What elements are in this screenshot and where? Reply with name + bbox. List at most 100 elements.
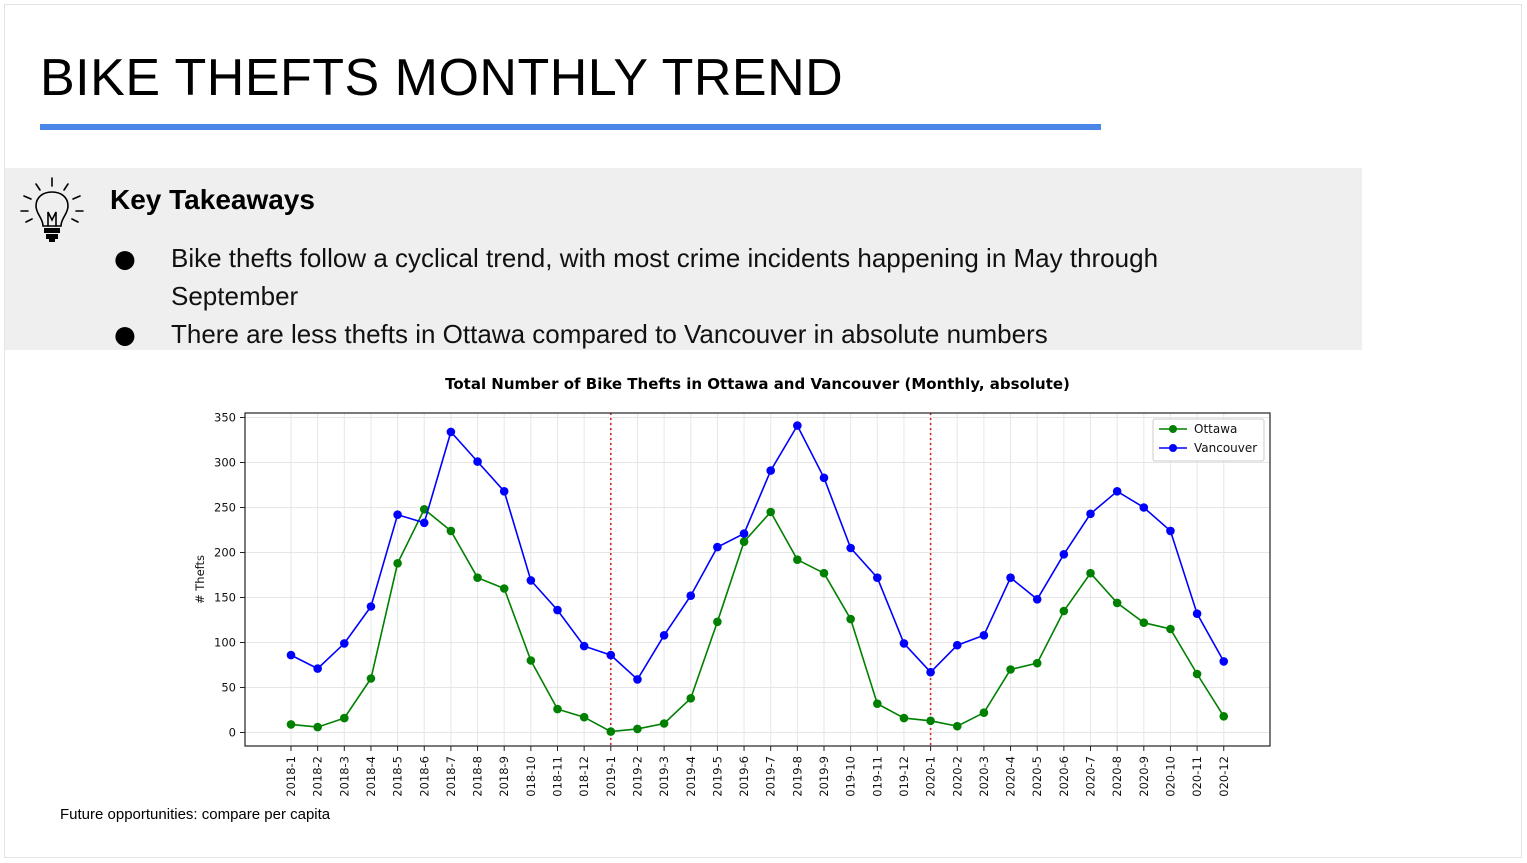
data-point-vancouver <box>1192 609 1202 618</box>
data-point-ottawa <box>633 724 642 734</box>
y-tick-label: 50 <box>221 681 236 695</box>
x-tick-label: 020-12 <box>1217 756 1231 797</box>
data-point-vancouver <box>686 591 696 600</box>
x-tick-label: 018-10 <box>524 756 538 797</box>
data-point-vancouver <box>553 605 562 615</box>
data-point-vancouver <box>1086 509 1095 519</box>
data-point-vancouver <box>1032 595 1042 604</box>
x-tick-label: 2019-1 <box>604 756 618 797</box>
data-point-vancouver <box>819 473 829 483</box>
x-tick-label: 2018-5 <box>391 756 405 797</box>
x-tick-label: 2020-7 <box>1084 756 1098 797</box>
data-point-ottawa <box>313 722 322 732</box>
x-tick-label: 019-12 <box>897 756 911 797</box>
data-point-ottawa <box>579 712 589 722</box>
data-point-ottawa <box>340 713 349 723</box>
data-point-vancouver <box>526 576 536 585</box>
data-point-vancouver <box>952 640 962 650</box>
x-tick-label: 2020-6 <box>1057 756 1071 797</box>
data-point-vancouver <box>366 602 376 611</box>
x-tick-label: 2019-6 <box>737 756 751 797</box>
x-tick-label: 2020-1 <box>924 756 938 797</box>
data-point-ottawa <box>1139 618 1149 627</box>
data-point-vancouver <box>979 631 989 640</box>
x-tick-label: 2020-4 <box>1004 756 1018 797</box>
data-point-vancouver <box>926 667 935 677</box>
data-point-vancouver <box>633 675 642 684</box>
takeaways-heading: Key Takeaways <box>110 184 315 215</box>
data-point-vancouver <box>846 543 855 553</box>
data-point-ottawa <box>952 721 962 731</box>
x-tick-label: 2019-2 <box>630 756 644 797</box>
x-tick-label: 020-10 <box>1163 756 1177 797</box>
x-tick-label: 2018-8 <box>471 756 485 797</box>
data-point-vancouver <box>1059 550 1069 559</box>
legend-marker <box>1169 444 1177 452</box>
x-tick-label: 2019-3 <box>657 756 671 797</box>
data-point-vancouver <box>499 487 509 496</box>
x-tick-label: 018-12 <box>577 756 591 797</box>
data-point-ottawa <box>1166 624 1175 634</box>
chart-title: Total Number of Bike Thefts in Ottawa an… <box>445 375 1070 393</box>
y-tick-label: 200 <box>214 546 236 560</box>
data-point-vancouver <box>713 542 722 552</box>
slide <box>4 4 1522 858</box>
x-tick-label: 2018-2 <box>311 756 325 797</box>
lightbulb-icon <box>20 177 84 242</box>
x-tick-label: 2019-8 <box>790 756 804 797</box>
y-tick-label: 100 <box>214 636 236 650</box>
x-tick-label: 2018-4 <box>364 756 378 797</box>
data-point-vancouver <box>739 529 749 538</box>
series-line-ottawa <box>290 508 1225 733</box>
series-line-vancouver <box>290 423 1225 681</box>
y-tick-label: 0 <box>229 726 236 740</box>
data-point-ottawa <box>473 573 482 582</box>
data-point-ottawa <box>393 559 402 568</box>
y-tick-label: 150 <box>214 591 236 605</box>
data-point-ottawa <box>819 568 829 578</box>
data-point-vancouver <box>1139 503 1149 512</box>
slide-title: BIKE THEFTS MONTHLY TREND <box>40 49 844 107</box>
takeaway-bullet-2: There are less thefts in Ottawa compared… <box>171 319 1048 349</box>
x-tick-label: 2020-9 <box>1137 756 1151 797</box>
data-point-vancouver <box>1006 573 1015 582</box>
data-point-vancouver <box>579 641 589 651</box>
data-point-ottawa <box>1006 665 1015 674</box>
x-tick-label: 2018-1 <box>284 756 298 797</box>
data-point-vancouver <box>1166 526 1175 536</box>
x-tick-label: 2019-9 <box>817 756 831 797</box>
y-tick-label: 300 <box>214 456 236 470</box>
x-tick-label: 2019-4 <box>684 756 698 797</box>
data-point-ottawa <box>1032 658 1042 668</box>
data-point-ottawa <box>553 704 562 714</box>
data-point-vancouver <box>393 510 402 519</box>
x-tick-label: 2020-3 <box>977 756 991 797</box>
x-tick-label: 019-10 <box>844 756 858 797</box>
data-point-ottawa <box>1192 669 1202 679</box>
data-point-ottawa <box>1112 598 1122 608</box>
data-point-ottawa <box>793 555 802 564</box>
data-point-vancouver <box>286 650 296 660</box>
data-point-ottawa <box>286 720 296 729</box>
data-point-vancouver <box>419 518 429 528</box>
footnote: Future opportunities: compare per capita <box>60 806 331 823</box>
data-point-vancouver <box>793 421 802 430</box>
data-point-ottawa <box>1219 712 1229 721</box>
x-tick-label: 2018-9 <box>497 756 511 797</box>
data-point-ottawa <box>739 537 749 546</box>
data-point-ottawa <box>499 584 509 593</box>
x-tick-label: 2018-7 <box>444 756 458 797</box>
data-point-ottawa <box>766 507 775 517</box>
x-tick-label: 019-11 <box>870 756 884 797</box>
data-point-ottawa <box>606 727 616 736</box>
data-point-ottawa <box>846 614 855 624</box>
bullet-marker: ● <box>114 320 136 349</box>
x-tick-label: 2019-7 <box>764 756 778 797</box>
x-tick-label: 2020-8 <box>1110 756 1124 797</box>
data-point-ottawa <box>446 526 456 536</box>
data-point-ottawa <box>1059 606 1069 616</box>
data-point-vancouver <box>446 427 456 437</box>
data-point-vancouver <box>340 639 349 648</box>
x-tick-label: 020-11 <box>1190 756 1204 797</box>
data-point-vancouver <box>899 639 909 648</box>
